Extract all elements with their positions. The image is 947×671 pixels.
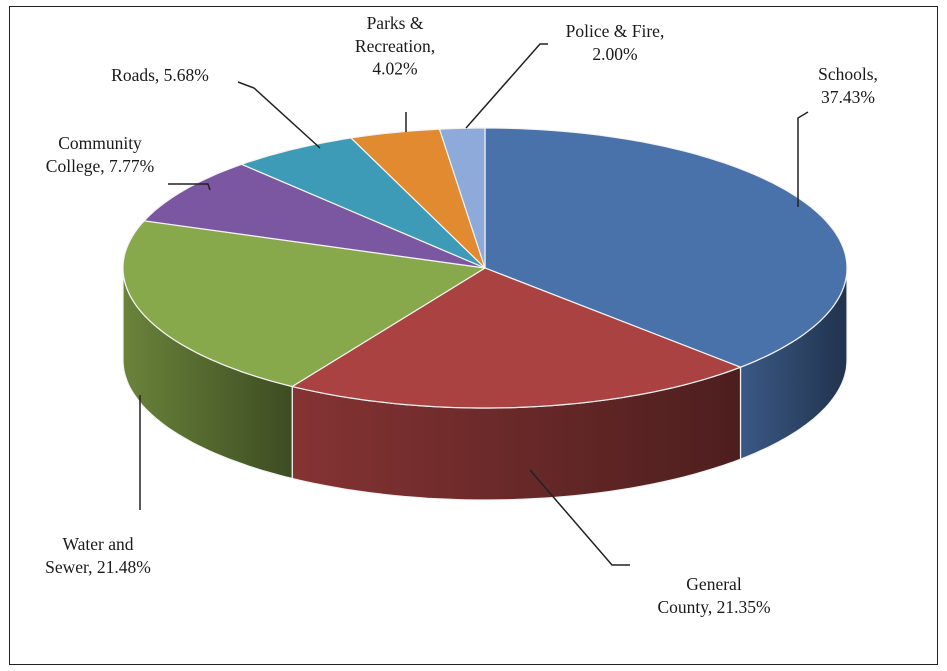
leader-lines	[139, 43, 809, 566]
pie-slices	[122, 127, 848, 409]
slice-general-county	[290, 267, 743, 409]
slice-police-fire	[438, 127, 486, 269]
leader-line-general-county	[529, 469, 630, 566]
slice-community-college	[142, 163, 486, 269]
data-labels: Schools, 37.43% General County, 21.35% Water…	[45, 13, 878, 617]
data-label-general-county: General County, 21.35%	[657, 574, 770, 617]
data-label-water-and-sewer: Water and Sewer, 21.48%	[45, 534, 151, 577]
slice-roads	[240, 137, 486, 269]
data-label-police-fire: Police & Fire, 2.00%	[566, 21, 665, 64]
slice-parks-recreation	[349, 128, 486, 269]
data-label-schools: Schools, 37.43%	[818, 64, 878, 107]
leader-line-schools	[797, 111, 809, 207]
slice-water-and-sewer	[122, 220, 487, 388]
leader-line-roads	[237, 81, 321, 149]
data-label-parks-recreation: Parks & Recreation, 4.02%	[355, 13, 435, 79]
leader-line-police-fire	[465, 43, 548, 129]
data-label-roads: Roads, 5.68%	[111, 65, 209, 85]
data-label-community-college: Community College, 7.77%	[46, 133, 154, 176]
slice-schools	[484, 127, 848, 368]
leader-line-community-college	[168, 183, 211, 191]
pie-sides	[122, 267, 848, 501]
